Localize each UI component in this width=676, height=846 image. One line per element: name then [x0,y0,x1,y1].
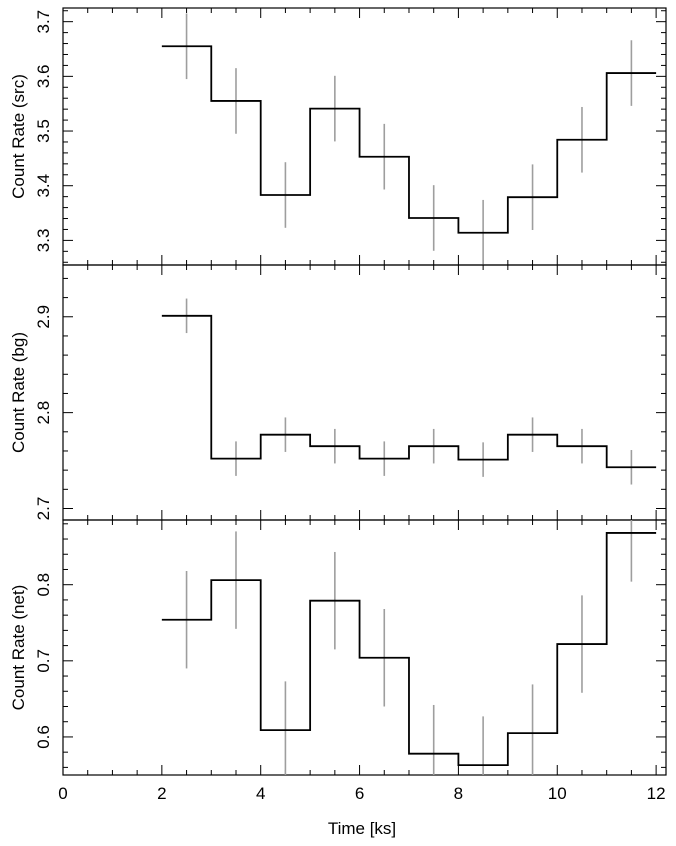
y-axis-title-net: Count Rate (net) [9,585,28,711]
plot-frame-net [62,519,667,776]
x-tick-label: 8 [454,784,463,803]
y-tick-label-net: 0.8 [34,573,53,597]
y-tick-label-bg: 2.8 [34,401,53,425]
x-axis-title: Time [ks] [328,819,396,838]
step-line-net [161,532,657,767]
y-tick-label-bg: 2.7 [34,497,53,521]
y-axis-title-bg: Count Rate (bg) [9,332,28,453]
y-tick-label-bg: 2.9 [34,305,53,329]
x-tick-label: 4 [256,784,265,803]
x-tick-label: 2 [157,784,166,803]
plot-frame-bg [62,264,667,521]
y-tick-label-src: 3.5 [34,119,53,143]
x-tick-label: 12 [647,784,666,803]
x-tick-label: 0 [58,784,67,803]
step-line-src [161,45,657,234]
y-tick-label-src: 3.7 [34,10,53,34]
y-tick-label-src: 3.4 [34,174,53,198]
y-tick-label-net: 0.7 [34,649,53,673]
y-tick-label-src: 3.3 [34,229,53,253]
y-tick-label-net: 0.6 [34,725,53,749]
x-tick-label: 6 [355,784,364,803]
x-tick-label: 10 [548,784,567,803]
y-axis-title-src: Count Rate (src) [9,74,28,199]
step-line-bg [161,314,657,469]
y-tick-label-src: 3.6 [34,65,53,89]
plot-frame-src [62,7,667,266]
